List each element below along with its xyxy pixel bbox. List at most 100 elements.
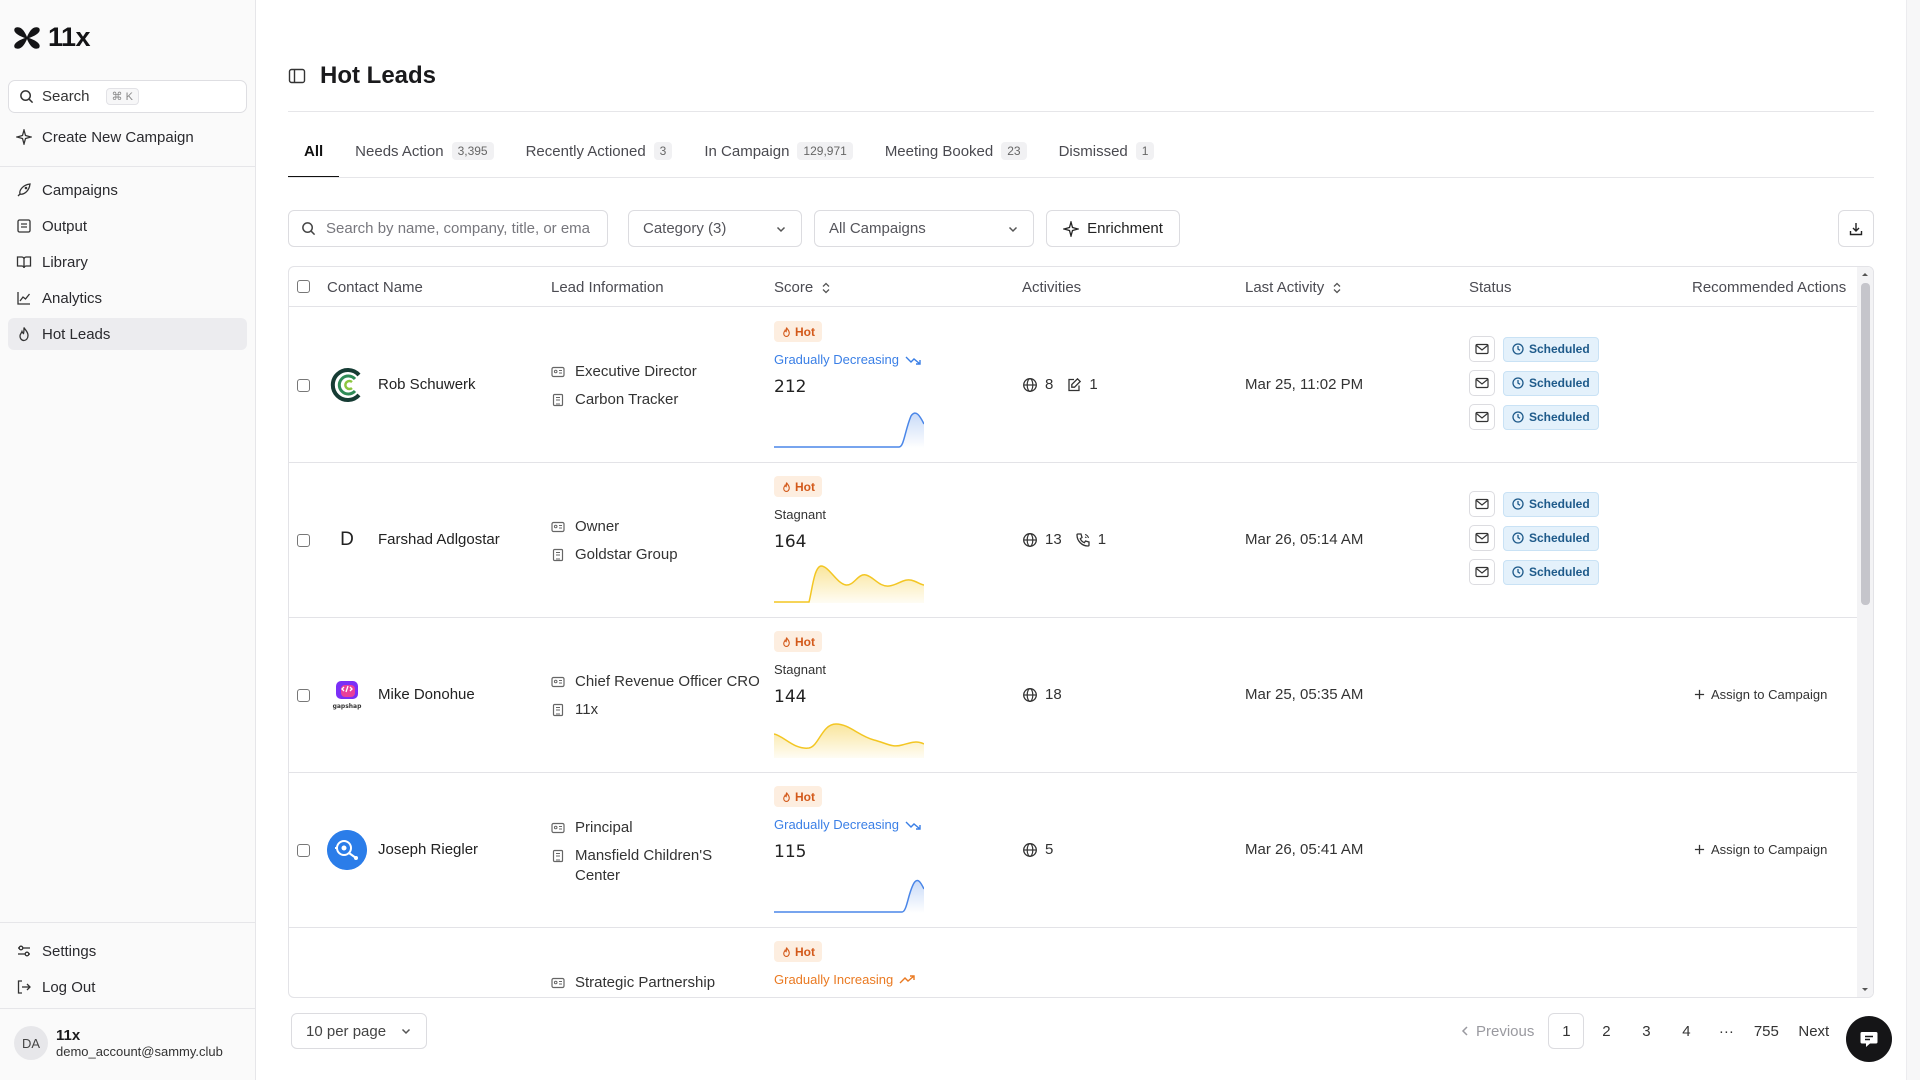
plus-icon bbox=[1694, 844, 1705, 855]
chevron-down-icon bbox=[776, 226, 786, 232]
score-trend: Gradually Decreasing bbox=[774, 352, 921, 367]
contact-name[interactable]: Rob Schuwerk bbox=[378, 376, 476, 393]
lead-title: Executive Director bbox=[551, 362, 697, 382]
sidebar-search[interactable]: Search ⌘ K bbox=[8, 80, 247, 113]
sidebar-item-output[interactable]: Output bbox=[8, 210, 247, 242]
clock-icon bbox=[1512, 377, 1524, 389]
last-page-button[interactable]: 755 bbox=[1753, 1022, 1779, 1040]
user-profile[interactable]: DA 11x demo_account@sammy.club bbox=[14, 1026, 223, 1060]
building-icon bbox=[552, 548, 564, 562]
lead-company: Goldstar Group bbox=[551, 545, 678, 565]
next-page-button[interactable]: Next bbox=[1798, 1022, 1830, 1040]
tab-label: Needs Action bbox=[355, 142, 444, 160]
tab-in-campaign[interactable]: In Campaign 129,971 bbox=[688, 126, 868, 178]
phone-icon bbox=[1076, 532, 1090, 547]
campaigns-value: All Campaigns bbox=[829, 220, 926, 237]
assign-to-campaign-button[interactable]: Assign to Campaign bbox=[1694, 687, 1827, 702]
lead-tabs: All Needs Action 3,395 Recently Actioned 3… bbox=[288, 126, 1170, 178]
enrichment-button[interactable]: Enrichment bbox=[1046, 210, 1180, 247]
score-sparkline bbox=[774, 723, 924, 758]
flame-icon bbox=[783, 636, 790, 647]
col-score[interactable]: Score bbox=[774, 279, 831, 296]
row-checkbox[interactable] bbox=[297, 534, 310, 547]
search-placeholder: Search by name, company, title, or ema bbox=[326, 220, 591, 237]
page-2-button[interactable]: 2 bbox=[1602, 1022, 1611, 1040]
row-checkbox[interactable] bbox=[297, 844, 310, 857]
page-4-button[interactable]: 4 bbox=[1682, 1022, 1691, 1040]
logout-button[interactable]: Log Out bbox=[8, 971, 247, 1003]
rocket-icon bbox=[17, 183, 31, 197]
mail-icon[interactable] bbox=[1469, 559, 1495, 585]
settings-button[interactable]: Settings bbox=[8, 935, 247, 967]
last-activity: Mar 26, 05:41 AM bbox=[1245, 841, 1364, 858]
download-button[interactable] bbox=[1838, 210, 1874, 247]
sidebar-item-library[interactable]: Library bbox=[8, 246, 247, 278]
hot-badge: Hot bbox=[774, 321, 822, 342]
table-row[interactable]: Joseph Riegler Principal Mansfield Child… bbox=[289, 773, 1858, 928]
score-sparkline bbox=[774, 879, 924, 913]
table-row[interactable]: Rob Schuwerk Executive Director Carbon T… bbox=[289, 308, 1858, 463]
visit-count: 18 bbox=[1045, 686, 1062, 703]
contact-name[interactable]: Mike Donohue bbox=[378, 686, 475, 703]
building-icon bbox=[552, 849, 564, 863]
campaigns-select[interactable]: All Campaigns bbox=[814, 210, 1034, 247]
row-checkbox[interactable] bbox=[297, 379, 310, 392]
edit-icon bbox=[1068, 377, 1082, 391]
per-page-select[interactable]: 10 per page bbox=[291, 1013, 427, 1049]
page-scrollbar[interactable] bbox=[1906, 0, 1920, 1080]
tab-meeting-booked[interactable]: Meeting Booked 23 bbox=[869, 126, 1043, 178]
tab-needs-action[interactable]: Needs Action 3,395 bbox=[339, 126, 509, 178]
table-scrollbar[interactable] bbox=[1857, 267, 1873, 997]
flame-icon bbox=[783, 326, 790, 337]
table-row[interactable]: gapshap Mike Donohue Chief Revenue Offic… bbox=[289, 618, 1858, 773]
scroll-up-icon[interactable] bbox=[1857, 267, 1873, 281]
assign-to-campaign-button[interactable]: Assign to Campaign bbox=[1694, 842, 1827, 857]
clock-icon bbox=[1512, 566, 1524, 578]
lead-title: Chief Revenue Officer CRO bbox=[551, 672, 760, 692]
mail-icon[interactable] bbox=[1469, 370, 1495, 396]
mail-icon[interactable] bbox=[1469, 404, 1495, 430]
select-all-checkbox[interactable] bbox=[297, 280, 310, 293]
pagination-ellipsis: ··· bbox=[1718, 1022, 1734, 1040]
category-select[interactable]: Category (3) bbox=[628, 210, 802, 247]
row-checkbox[interactable] bbox=[297, 689, 310, 702]
lead-company: 11x bbox=[551, 700, 598, 720]
scheduled-badge: Scheduled bbox=[1503, 370, 1599, 396]
scheduled-badge: Scheduled bbox=[1503, 559, 1599, 585]
tab-dismissed[interactable]: Dismissed 1 bbox=[1043, 126, 1171, 178]
trend-down-icon bbox=[905, 821, 921, 830]
sidebar-toggle-icon[interactable] bbox=[288, 67, 306, 85]
mail-icon[interactable] bbox=[1469, 491, 1495, 517]
search-icon bbox=[20, 90, 34, 104]
tab-recently-actioned[interactable]: Recently Actioned 3 bbox=[510, 126, 689, 178]
chat-button[interactable] bbox=[1846, 1016, 1892, 1062]
previous-page-button[interactable]: Previous bbox=[1450, 1013, 1544, 1049]
brand-logo[interactable]: 11x bbox=[12, 22, 91, 53]
settings-label: Settings bbox=[42, 942, 97, 960]
status-item: Scheduled bbox=[1469, 559, 1599, 585]
sidebar-item-campaigns[interactable]: Campaigns bbox=[8, 174, 247, 206]
contact-name[interactable]: Joseph Riegler bbox=[378, 841, 479, 858]
tab-all[interactable]: All bbox=[288, 126, 340, 178]
contact-name[interactable]: Farshad Adlgostar bbox=[378, 531, 500, 548]
avatar bbox=[327, 990, 367, 997]
lead-title: Owner bbox=[551, 517, 619, 537]
sidebar-item-hot-leads[interactable]: Hot Leads bbox=[8, 318, 247, 350]
col-last-activity[interactable]: Last Activity bbox=[1245, 279, 1342, 296]
table-row[interactable]: D Farshad Adlgostar Owner Goldstar Group… bbox=[289, 463, 1858, 618]
trend-down-icon bbox=[905, 356, 921, 365]
page-1-button[interactable]: 1 bbox=[1548, 1013, 1585, 1049]
avatar bbox=[327, 365, 367, 405]
sidebar-item-label: Library bbox=[42, 253, 88, 271]
create-campaign-button[interactable]: Create New Campaign bbox=[8, 121, 247, 153]
mail-icon[interactable] bbox=[1469, 525, 1495, 551]
scroll-thumb[interactable] bbox=[1861, 283, 1870, 605]
page-3-button[interactable]: 3 bbox=[1642, 1022, 1651, 1040]
lead-search-input[interactable]: Search by name, company, title, or ema bbox=[288, 210, 608, 247]
globe-icon bbox=[1023, 687, 1037, 702]
table-row[interactable]: Hot Gradually Increasing Strategic Partn… bbox=[289, 928, 1858, 997]
mail-icon[interactable] bbox=[1469, 336, 1495, 362]
sidebar-item-analytics[interactable]: Analytics bbox=[8, 282, 247, 314]
tabs-divider bbox=[288, 177, 1874, 178]
scroll-down-icon[interactable] bbox=[1857, 983, 1873, 997]
